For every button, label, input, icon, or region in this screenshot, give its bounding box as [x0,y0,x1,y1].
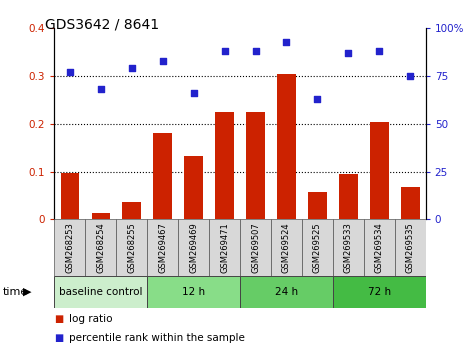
Text: time: time [2,287,27,297]
Text: GSM268254: GSM268254 [96,222,105,273]
Point [344,50,352,56]
Bar [339,174,358,219]
Text: GSM268253: GSM268253 [65,222,74,273]
Point [159,58,166,64]
Point [221,48,228,54]
Bar [184,156,203,219]
Text: 12 h: 12 h [182,287,205,297]
Bar [395,219,426,276]
Bar [147,219,178,276]
Bar [333,219,364,276]
Bar [240,276,333,308]
Text: GSM268255: GSM268255 [127,222,136,273]
Point [190,91,197,96]
Bar [308,192,327,219]
Bar [401,187,420,219]
Point [97,87,105,92]
Bar [370,121,388,219]
Bar [123,202,141,219]
Point [376,48,383,54]
Text: GSM269533: GSM269533 [344,222,353,273]
Point [252,48,259,54]
Text: baseline control: baseline control [59,287,142,297]
Text: GSM269535: GSM269535 [406,222,415,273]
Point [406,73,414,79]
Text: log ratio: log ratio [69,314,112,324]
Bar [240,219,271,276]
Text: ■: ■ [54,314,64,324]
Bar [85,219,116,276]
Text: GSM269471: GSM269471 [220,222,229,273]
Text: percentile rank within the sample: percentile rank within the sample [69,333,245,343]
Text: GSM269469: GSM269469 [189,222,198,273]
Bar [271,219,302,276]
Point [314,96,321,102]
Text: GSM269525: GSM269525 [313,222,322,273]
Bar [54,276,147,308]
Text: GSM269534: GSM269534 [375,222,384,273]
Text: ■: ■ [54,333,64,343]
Bar [91,213,110,219]
Text: 24 h: 24 h [275,287,298,297]
Bar [147,276,240,308]
Bar [178,219,209,276]
Bar [364,219,395,276]
Bar [61,173,79,219]
Text: GSM269524: GSM269524 [282,222,291,273]
Bar [116,219,147,276]
Point [283,39,290,45]
Point [66,69,74,75]
Bar [246,113,265,219]
Bar [277,74,296,219]
Text: 72 h: 72 h [368,287,391,297]
Bar [333,276,426,308]
Bar [302,219,333,276]
Point [128,65,136,71]
Text: GSM269507: GSM269507 [251,222,260,273]
Bar [209,219,240,276]
Text: GSM269467: GSM269467 [158,222,167,273]
Text: GDS3642 / 8641: GDS3642 / 8641 [45,18,159,32]
Bar [153,133,172,219]
Bar [54,219,85,276]
Text: ▶: ▶ [23,287,31,297]
Bar [215,112,234,219]
